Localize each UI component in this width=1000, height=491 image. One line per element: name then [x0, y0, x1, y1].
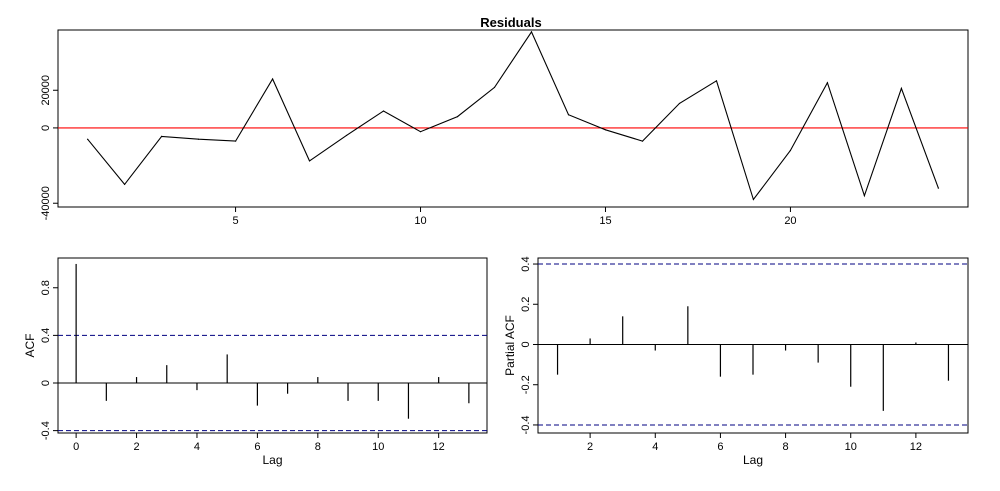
pacf-x-tick-label: 12: [910, 441, 922, 453]
pacf-y-tick-label: 0.4: [520, 256, 532, 271]
residuals-point: [234, 140, 237, 142]
acf-y-tick-label: 0.4: [40, 328, 52, 343]
residuals-panel: 5 10 15 20 -40000 0 20000 Residuals: [40, 15, 969, 227]
acf-y-tick-label: 0: [40, 380, 52, 386]
residuals-x-tick-label: 20: [784, 215, 796, 227]
residuals-point: [900, 87, 903, 89]
residuals-title: Residuals: [480, 15, 541, 30]
pacf-plot-frame: [537, 257, 969, 434]
residuals-point: [345, 134, 348, 137]
residuals-point: [160, 135, 163, 137]
residuals-point: [382, 110, 385, 112]
acf-panel: 0 2 4 6 8 10 12 -0.4 0 0.4 0.8 Lag ACF: [23, 257, 488, 467]
residuals-point: [826, 82, 829, 84]
residuals-point: [863, 195, 866, 197]
acf-x-tick-label: 6: [254, 441, 260, 453]
acf-y-tick-label: -0.4: [40, 421, 52, 440]
acf-y-tick-label: 0.8: [40, 280, 52, 295]
acf-x-tick-label: 8: [315, 441, 321, 453]
pacf-panel: 2 4 6 8 10 12 -0.4 -0.2 0 0.2 0.4 Lag Partial ACF: [503, 256, 969, 467]
residuals-point: [678, 102, 681, 105]
pacf-y-tick-label: -0.4: [520, 415, 532, 434]
residuals-point: [197, 138, 200, 140]
residuals-x-tick-label: 5: [232, 215, 238, 227]
pacf-x-tick-label: 2: [587, 441, 593, 453]
residuals-x-tick-label: 10: [414, 215, 426, 227]
residuals-point: [530, 31, 533, 33]
acf-plot-frame: [57, 257, 488, 434]
residuals-point: [308, 160, 311, 162]
residuals-plot-frame: [57, 29, 969, 208]
residuals-y-tick-label: 20000: [40, 75, 52, 106]
acf-x-tick-label: 12: [433, 441, 445, 453]
residuals-point: [567, 114, 570, 116]
pacf-y-tick-label: 0.2: [520, 297, 532, 312]
residuals-series-line: [87, 30, 939, 201]
residuals-point: [715, 80, 718, 82]
residuals-point: [86, 138, 89, 140]
residuals-y-tick-label: 0: [40, 125, 52, 131]
pacf-x-tick-label: 8: [783, 441, 789, 453]
residuals-point: [123, 183, 126, 186]
acf-y-label: ACF: [23, 334, 37, 358]
residuals-point: [456, 116, 459, 118]
acf-x-tick-label: 4: [194, 441, 200, 453]
residuals-point: [493, 86, 496, 89]
pacf-y-tick-label: 0: [520, 341, 532, 347]
residuals-point: [789, 149, 792, 152]
acf-x-label: Lag: [262, 453, 282, 467]
residuals-point: [752, 198, 755, 201]
acf-x-tick-label: 0: [73, 441, 79, 453]
acf-x-tick-label: 10: [372, 441, 384, 453]
pacf-y-tick-label: -0.2: [520, 375, 532, 394]
acf-x-tick-label: 2: [133, 441, 139, 453]
pacf-x-tick-label: 10: [845, 441, 857, 453]
residuals-point: [271, 78, 274, 80]
pacf-x-label: Lag: [743, 453, 763, 467]
pacf-x-tick-label: 4: [652, 441, 658, 453]
residuals-y-tick-label: -40000: [40, 186, 52, 220]
residuals-point: [604, 129, 607, 131]
pacf-x-tick-label: 6: [717, 441, 723, 453]
residuals-point: [937, 187, 940, 189]
residuals-point: [419, 131, 422, 133]
pacf-y-label: Partial ACF: [503, 315, 517, 376]
residuals-point: [641, 140, 644, 142]
residuals-x-tick-label: 15: [599, 215, 611, 227]
